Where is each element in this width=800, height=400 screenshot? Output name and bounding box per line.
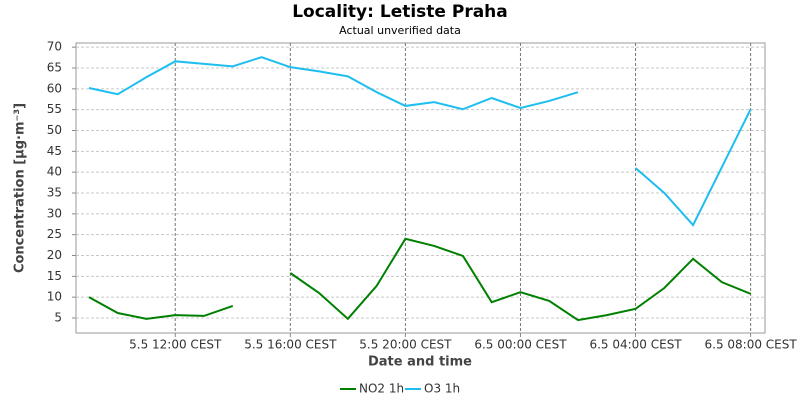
- legend-label: NO2 1h: [359, 382, 404, 396]
- x-tick-label: 5.5 20:00 CEST: [359, 338, 452, 352]
- y-tick-label: 45: [47, 144, 62, 158]
- y-tick-label: 40: [47, 165, 62, 179]
- x-axis-label: Date and time: [368, 355, 472, 370]
- x-tick-label: 5.5 12:00 CEST: [129, 338, 222, 352]
- y-tick-label: 65: [47, 61, 62, 75]
- x-tick-label: 6.5 04:00 CEST: [589, 338, 682, 352]
- data-line: [634, 108, 752, 227]
- chart-title: Locality: Letiste Praha: [292, 2, 508, 22]
- y-tick-label: 20: [47, 248, 62, 262]
- y-tick-label: 5: [54, 311, 62, 325]
- y-tick-label: 70: [47, 40, 62, 54]
- chart-subtitle: Actual unverified data: [339, 24, 461, 37]
- x-tick-label: 6.5 00:00 CEST: [474, 338, 567, 352]
- y-tick-label: 50: [47, 123, 62, 137]
- y-tick-label: 15: [47, 269, 62, 283]
- y-tick-label: 25: [47, 227, 62, 241]
- x-tick-label: 6.5 08:00 CEST: [705, 338, 798, 352]
- y-tick-label: 30: [47, 206, 62, 220]
- y-tick-label: 10: [47, 290, 62, 304]
- x-tick-label: 5.5 16:00 CEST: [244, 338, 337, 352]
- data-line: [88, 296, 234, 320]
- y-tick-label: 55: [47, 102, 62, 116]
- y-tick-label: 35: [47, 186, 62, 200]
- legend-label: O3 1h: [424, 382, 460, 396]
- y-axis-label: Concentration [µg·m⁻³]: [13, 103, 28, 273]
- y-tick-label: 60: [47, 81, 62, 95]
- plot-area: [75, 42, 766, 334]
- data-line: [88, 56, 579, 111]
- data-line: [289, 237, 751, 322]
